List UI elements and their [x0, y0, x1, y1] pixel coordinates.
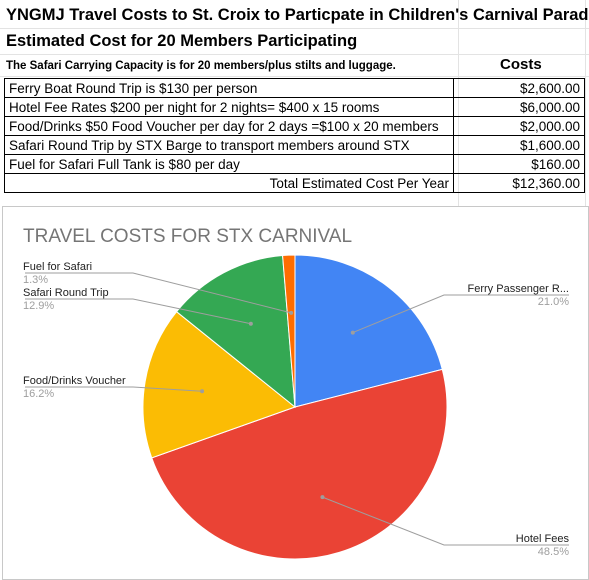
- slice-name-label: Fuel for Safari: [23, 261, 92, 273]
- slice-name-label: Food/Drinks Voucher: [23, 375, 126, 387]
- leader-line: [322, 496, 569, 546]
- pie-slice[interactable]: [282, 254, 296, 408]
- cost-item-amount[interactable]: $160.00: [453, 154, 585, 174]
- pie-chart-canvas: TRAVEL COSTS FOR STX CARNIVAL Ferry Pass…: [23, 226, 569, 560]
- grid-row-line: [0, 76, 589, 77]
- pie-slice[interactable]: [175, 254, 296, 409]
- pie-slice[interactable]: [294, 254, 443, 408]
- sheet-subtitle[interactable]: Estimated Cost for 20 Members Participat…: [6, 32, 358, 50]
- leader-line: [25, 272, 292, 314]
- table-row: Ferry Boat Round Trip is $130 per person…: [4, 78, 585, 98]
- table-row: Food/Drinks $50 Food Voucher per day for…: [4, 116, 585, 136]
- slice-percent-label: 21.0%: [538, 296, 569, 308]
- leader-anchor-dot: [289, 310, 294, 315]
- pie-slice[interactable]: [142, 310, 297, 459]
- pie-chart[interactable]: TRAVEL COSTS FOR STX CARNIVAL Ferry Pass…: [2, 206, 589, 580]
- slice-percent-label: 48.5%: [538, 546, 569, 558]
- slice-name-label: Hotel Fees: [516, 533, 570, 545]
- cost-item-amount[interactable]: $2,600.00: [453, 78, 585, 98]
- pie-labels: Ferry Passenger R...21.0% Hotel Fees48.5%…: [23, 261, 569, 558]
- grid-row-line: [0, 28, 589, 29]
- pie-slice[interactable]: [151, 368, 448, 560]
- slice-percent-label: 16.2%: [23, 388, 54, 400]
- cost-item-amount[interactable]: $1,600.00: [453, 135, 585, 155]
- leader-line: [25, 386, 203, 392]
- total-row: Total Estimated Cost Per Year $12,360.00: [4, 173, 585, 193]
- slice-percent-label: 12.9%: [23, 300, 54, 312]
- cost-item-label[interactable]: Safari Round Trip by STX Barge to transp…: [4, 135, 454, 155]
- table-row: Safari Round Trip by STX Barge to transp…: [4, 135, 585, 155]
- pie-slices: [142, 254, 448, 560]
- sheet-title[interactable]: YNGMJ Travel Costs to St. Croix to Parti…: [6, 6, 589, 24]
- cost-table: Ferry Boat Round Trip is $130 per person…: [4, 78, 585, 193]
- table-row: Fuel for Safari Full Tank is $80 per day…: [4, 154, 585, 174]
- cost-item-label[interactable]: Ferry Boat Round Trip is $130 per person: [4, 78, 454, 98]
- cost-item-label[interactable]: Fuel for Safari Full Tank is $80 per day: [4, 154, 454, 174]
- chart-title: TRAVEL COSTS FOR STX CARNIVAL: [23, 226, 352, 247]
- leader-line: [352, 294, 569, 334]
- capacity-note[interactable]: The Safari Carrying Capacity is for 20 m…: [6, 60, 396, 72]
- cost-item-label[interactable]: Food/Drinks $50 Food Voucher per day for…: [4, 116, 454, 136]
- costs-column-header[interactable]: Costs: [500, 56, 542, 73]
- table-row: Hotel Fee Rates $200 per night for 2 nig…: [4, 97, 585, 117]
- leader-line: [25, 298, 251, 325]
- cost-item-amount[interactable]: $2,000.00: [453, 116, 585, 136]
- total-amount[interactable]: $12,360.00: [453, 173, 585, 193]
- slice-percent-label: 1.3%: [23, 274, 48, 286]
- cost-item-label[interactable]: Hotel Fee Rates $200 per night for 2 nig…: [4, 97, 454, 117]
- slice-name-label: Ferry Passenger R...: [468, 283, 569, 295]
- slice-name-label: Safari Round Trip: [23, 287, 109, 299]
- total-label[interactable]: Total Estimated Cost Per Year: [4, 173, 454, 193]
- grid-row-line: [0, 54, 589, 55]
- cost-item-amount[interactable]: $6,000.00: [453, 97, 585, 117]
